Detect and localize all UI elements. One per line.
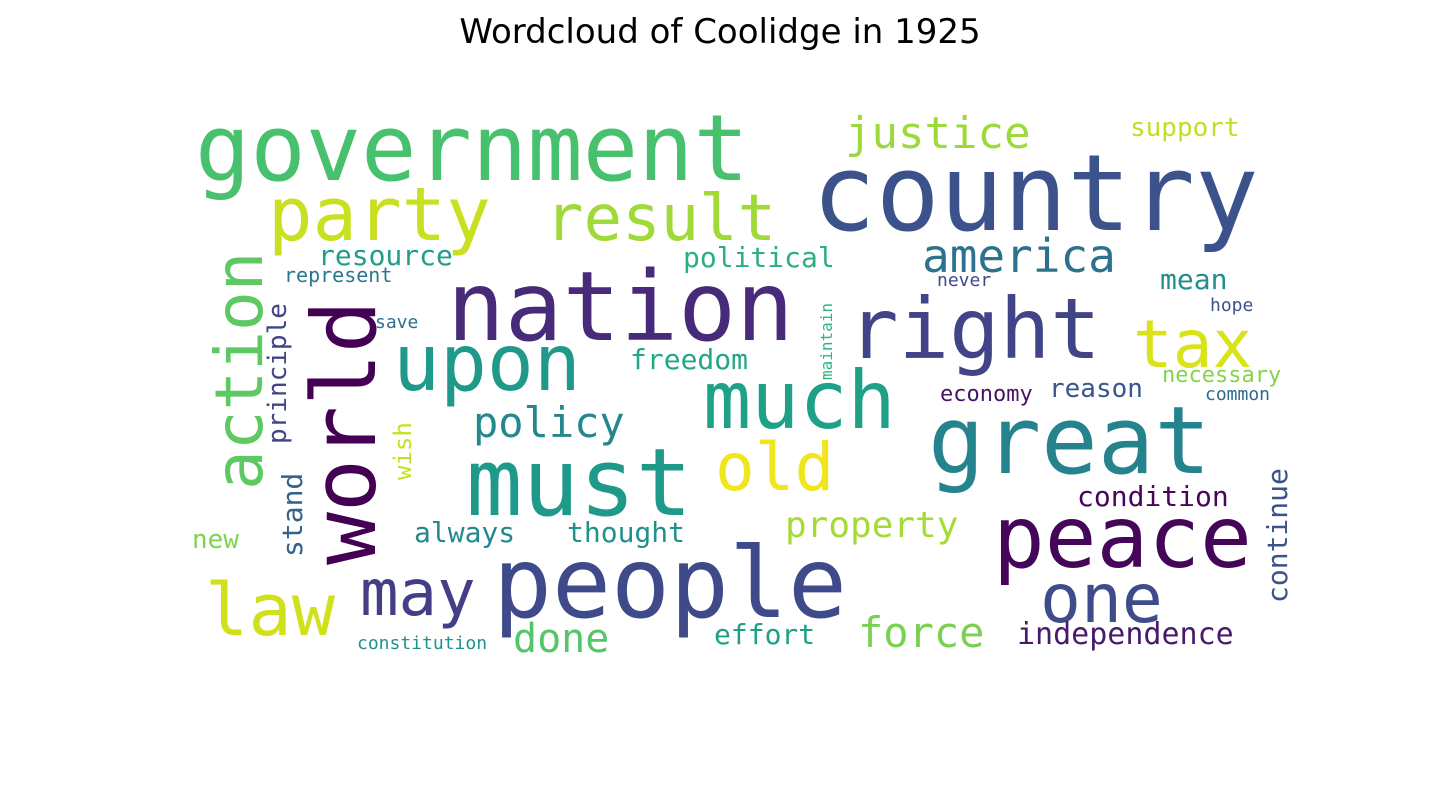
word-must: must xyxy=(466,429,692,538)
word-right: right xyxy=(848,280,1101,378)
word-constitution: constitution xyxy=(357,633,487,654)
word-mean: mean xyxy=(1160,263,1227,296)
word-justice: justice xyxy=(845,108,1030,159)
word-represent: represent xyxy=(284,263,392,287)
word-hope: hope xyxy=(1210,295,1253,316)
word-common: common xyxy=(1205,384,1270,405)
word-party: party xyxy=(268,172,491,258)
word-condition: condition xyxy=(1077,480,1229,513)
word-maintain: maintain xyxy=(817,303,836,380)
word-stand: stand xyxy=(276,473,309,557)
word-effort: effort xyxy=(714,618,815,651)
word-political: political xyxy=(683,241,835,274)
word-always: always xyxy=(414,516,515,549)
word-policy: policy xyxy=(473,398,625,447)
word-resource: resource xyxy=(318,239,453,272)
word-law: law xyxy=(205,568,336,652)
word-old: old xyxy=(715,429,834,506)
word-property: property xyxy=(785,505,958,546)
word-reason: reason xyxy=(1049,374,1143,404)
word-nation: nation xyxy=(447,251,794,363)
word-government: government xyxy=(195,95,749,202)
word-country: country xyxy=(812,132,1259,255)
word-force: force xyxy=(858,608,984,657)
word-necessary: necessary xyxy=(1162,363,1281,388)
word-support: support xyxy=(1130,113,1240,143)
word-new: new xyxy=(192,525,239,555)
word-freedom: freedom xyxy=(630,343,748,376)
word-save: save xyxy=(375,312,418,333)
word-upon: upon xyxy=(393,319,581,409)
word-principle: principle xyxy=(263,303,293,444)
word-people: people xyxy=(493,527,847,641)
word-world: world xyxy=(293,300,396,565)
word-great: great xyxy=(928,387,1211,496)
word-much: much xyxy=(703,354,896,447)
word-continue: continue xyxy=(1261,468,1294,603)
word-tax: tax xyxy=(1133,306,1252,383)
chart-title: Wordcloud of Coolidge in 1925 xyxy=(459,12,981,52)
word-economy: economy xyxy=(940,382,1033,407)
word-wish: wish xyxy=(389,422,417,480)
word-one: one xyxy=(1040,560,1163,639)
word-independence: independence xyxy=(1017,617,1234,652)
word-done: done xyxy=(513,616,609,662)
word-america: america xyxy=(922,229,1116,283)
word-action: action xyxy=(201,252,278,490)
word-peace: peace xyxy=(993,488,1252,588)
word-may: may xyxy=(360,557,476,631)
word-result: result xyxy=(545,182,776,256)
word-never: never xyxy=(937,270,991,291)
word-thought: thought xyxy=(567,516,685,549)
